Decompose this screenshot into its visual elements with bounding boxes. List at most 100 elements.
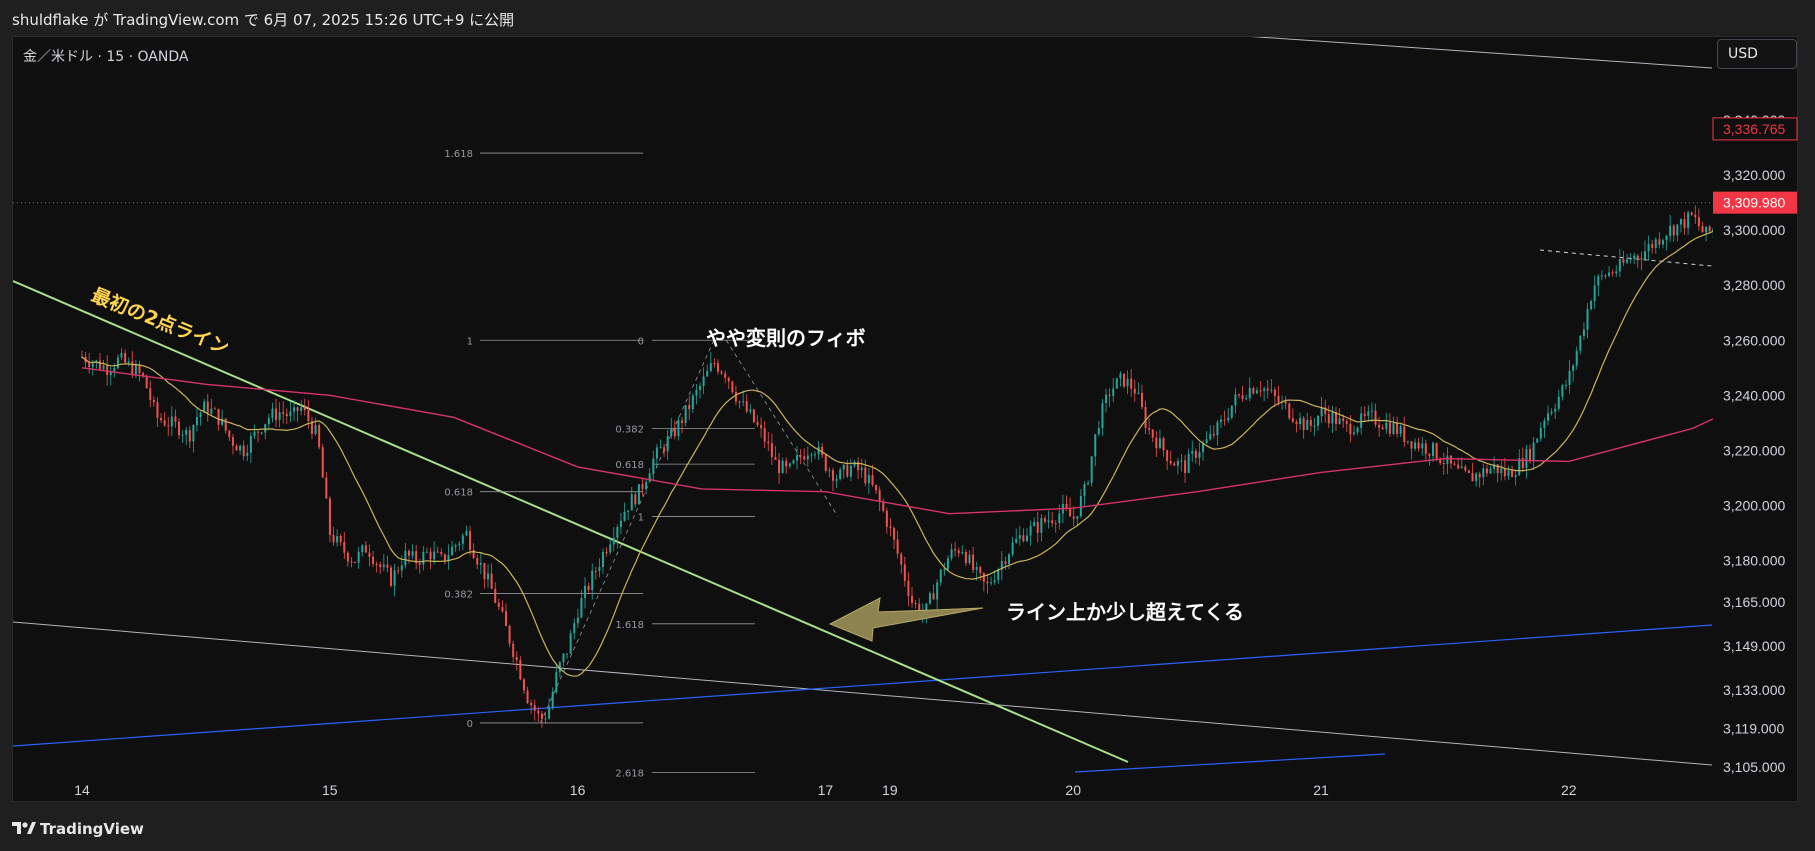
candle-body bbox=[1115, 378, 1118, 389]
y-tick-label: 3,300.000 bbox=[1723, 222, 1785, 238]
candle-body bbox=[116, 357, 119, 368]
candle-body bbox=[443, 554, 446, 561]
candle-body bbox=[1493, 464, 1496, 469]
candle-body bbox=[975, 566, 978, 570]
candle-body bbox=[411, 551, 414, 556]
candle-body bbox=[1033, 522, 1036, 526]
candle-body bbox=[1212, 433, 1215, 436]
candle-body bbox=[1155, 437, 1158, 449]
candle-body bbox=[601, 552, 604, 568]
candle-body bbox=[127, 361, 130, 363]
candle-body bbox=[228, 430, 231, 438]
x-tick-label: 22 bbox=[1561, 782, 1577, 798]
candle-body bbox=[1633, 255, 1636, 259]
candle-body bbox=[677, 420, 680, 437]
candle-body bbox=[1529, 449, 1532, 461]
candle-body bbox=[763, 428, 766, 442]
candle-body bbox=[1564, 384, 1567, 386]
candle-body bbox=[702, 376, 705, 386]
candle-body bbox=[519, 660, 522, 680]
candle-body bbox=[206, 401, 209, 414]
candle-body bbox=[566, 653, 569, 655]
candle-body bbox=[1478, 473, 1481, 478]
candle-body bbox=[289, 411, 292, 417]
candle-body bbox=[627, 510, 630, 512]
candle-body bbox=[361, 545, 364, 552]
candle-body bbox=[1334, 411, 1337, 424]
candle-body bbox=[109, 371, 112, 375]
candle-body bbox=[393, 570, 396, 586]
candle-body bbox=[1414, 442, 1417, 449]
candle-body bbox=[307, 410, 310, 422]
candle-body bbox=[1658, 239, 1661, 245]
candle-body bbox=[1209, 433, 1212, 440]
symbol-label[interactable]: 金／米ドル · 15 · OANDA bbox=[23, 49, 189, 65]
candle-body bbox=[343, 542, 346, 553]
candle-body bbox=[1734, 213, 1736, 219]
candle-body bbox=[1629, 258, 1632, 260]
chart-frame[interactable] bbox=[12, 36, 1798, 802]
candle-body bbox=[522, 679, 525, 691]
candle-body bbox=[1144, 407, 1147, 429]
candle-body bbox=[386, 564, 389, 568]
candle-body bbox=[1309, 420, 1312, 426]
candle-body bbox=[993, 580, 996, 583]
candle-body bbox=[634, 494, 637, 505]
candle-body bbox=[1643, 251, 1646, 260]
candle-body bbox=[1442, 463, 1445, 465]
candle-body bbox=[1654, 239, 1657, 248]
candle-body bbox=[1000, 561, 1003, 570]
x-tick-label: 20 bbox=[1065, 782, 1081, 798]
candle-body bbox=[142, 373, 145, 376]
candle-body bbox=[990, 582, 993, 584]
candle-body bbox=[684, 405, 687, 424]
candle-body bbox=[1712, 228, 1713, 231]
candle-body bbox=[875, 484, 878, 491]
candle-body bbox=[544, 718, 547, 720]
candle-body bbox=[734, 392, 737, 402]
currency-button[interactable]: USD bbox=[1717, 39, 1797, 69]
candle-body bbox=[720, 371, 723, 374]
candle-body bbox=[203, 401, 206, 413]
candle-body bbox=[1216, 422, 1219, 436]
candle-body bbox=[778, 459, 781, 473]
candle-body bbox=[152, 399, 155, 403]
candle-body bbox=[828, 470, 831, 472]
fib-right-label: 1 bbox=[638, 512, 644, 523]
candle-body bbox=[1317, 416, 1320, 426]
y-tick-label: 3,105.000 bbox=[1723, 759, 1785, 775]
candle-body bbox=[508, 625, 511, 644]
candle-body bbox=[1094, 434, 1097, 457]
candle-body bbox=[1288, 403, 1291, 419]
candle-body bbox=[562, 653, 565, 663]
candle-body bbox=[451, 546, 454, 556]
candle-body bbox=[652, 458, 655, 474]
candle-body bbox=[961, 552, 964, 554]
candle-body bbox=[663, 447, 666, 452]
candle-body bbox=[1169, 460, 1172, 464]
candle-body bbox=[1719, 225, 1721, 229]
candle-body bbox=[1345, 421, 1348, 424]
candle-body bbox=[321, 447, 324, 478]
x-tick-label: 19 bbox=[882, 782, 898, 798]
annotation-irregular-fib: やや変則のフィボ bbox=[706, 326, 866, 350]
candle-body bbox=[1582, 329, 1585, 336]
candle-body bbox=[102, 365, 105, 370]
candle-body bbox=[900, 553, 903, 565]
candle-body bbox=[1410, 441, 1413, 449]
candle-body bbox=[1378, 424, 1381, 428]
candle-body bbox=[1615, 271, 1618, 274]
candle-body bbox=[1575, 350, 1578, 366]
y-tick-label: 3,240.000 bbox=[1723, 387, 1785, 403]
candle-body bbox=[1259, 390, 1262, 392]
x-tick-label: 16 bbox=[570, 782, 586, 798]
candle-body bbox=[1352, 432, 1355, 435]
candle-body bbox=[253, 431, 256, 437]
candle-body bbox=[713, 363, 716, 365]
candle-body bbox=[1140, 392, 1143, 408]
candle-body bbox=[785, 460, 788, 467]
blue-support-line bbox=[13, 624, 1713, 747]
candle-body bbox=[242, 445, 245, 457]
footer-brand[interactable]: TradingView bbox=[12, 820, 144, 840]
